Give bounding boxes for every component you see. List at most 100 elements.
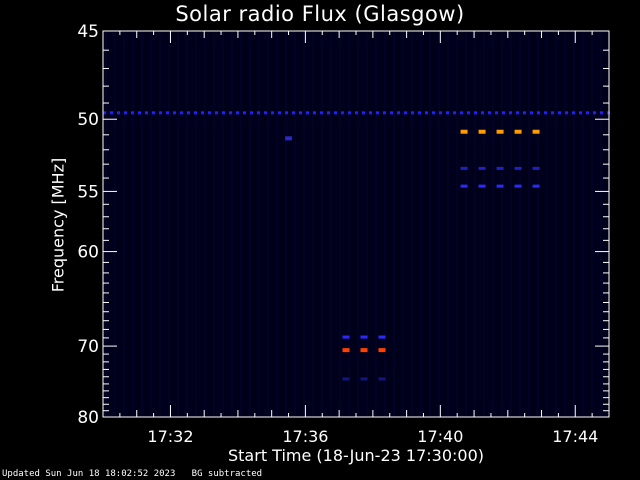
emission-dash (378, 335, 386, 339)
emission-segment (460, 129, 540, 134)
emission-dash (514, 184, 522, 188)
noise-stripe (258, 31, 260, 417)
noise-stripe (114, 31, 116, 417)
noise-stripe (276, 31, 278, 417)
emission-segment (342, 335, 386, 339)
emission-dash (579, 111, 582, 115)
emission-dash (342, 377, 350, 381)
emission-dash (488, 111, 491, 115)
emission-dash (460, 111, 463, 115)
noise-stripe (249, 31, 251, 417)
emission-dash (222, 111, 225, 115)
emission-dash (131, 111, 134, 115)
emission-dash (478, 129, 486, 134)
noise-stripe (195, 31, 197, 417)
noise-stripe (159, 31, 161, 417)
noise-stripe (141, 31, 143, 417)
emission-dash (250, 111, 253, 115)
emission-dash (173, 111, 176, 115)
emission-dash (103, 111, 106, 115)
emission-dash (397, 111, 400, 115)
emission-dash (360, 377, 368, 381)
noise-stripe (519, 31, 521, 417)
noise-stripe (357, 31, 359, 417)
emission-dash (593, 111, 596, 115)
x-tick-label: 17:44 (552, 427, 598, 446)
emission-dash (446, 111, 449, 115)
emission-dash (334, 111, 337, 115)
y-tick-label: 50 (77, 110, 99, 130)
emission-dash (411, 111, 414, 115)
emission-dash (495, 111, 498, 115)
emission-dash (355, 111, 358, 115)
emission-dash (496, 184, 504, 188)
x-axis: 17:32 17:36 17:40 17:44 (119, 31, 598, 446)
noise-stripe (474, 31, 476, 417)
noise-stripe (168, 31, 170, 417)
emission-dash (342, 335, 350, 339)
noise-stripe (537, 31, 539, 417)
emission-dash (496, 129, 504, 134)
noise-stripe (204, 31, 206, 417)
noise-stripe (312, 31, 314, 417)
emission-dash (532, 166, 540, 170)
emission-segment (460, 166, 540, 170)
noise-stripe (456, 31, 458, 417)
emission-dash (201, 111, 204, 115)
noise-stripe (150, 31, 152, 417)
noise-stripe (321, 31, 323, 417)
emission-dash (271, 111, 274, 115)
emission-layer (103, 111, 610, 381)
noise-stripe (267, 31, 269, 417)
emission-dash (110, 111, 113, 115)
noise-stripe (555, 31, 557, 417)
noise-stripe (186, 31, 188, 417)
emission-dash (404, 111, 407, 115)
emission-dash (502, 111, 505, 115)
emission-dash (194, 111, 197, 115)
y-tick-label: 80 (77, 408, 99, 428)
y-tick-label: 55 (77, 182, 99, 202)
emission-dash (257, 111, 260, 115)
noise-stripe (240, 31, 242, 417)
y-tick-label: 60 (77, 243, 99, 263)
emission-dash (299, 111, 302, 115)
emission-dash (360, 348, 368, 353)
emission-dash (348, 111, 351, 115)
x-tick-label: 17:36 (282, 427, 328, 446)
emission-dash (306, 111, 309, 115)
emission-dash (481, 111, 484, 115)
noise-stripe (348, 31, 350, 417)
emission-dash (460, 184, 468, 188)
emission-dash (432, 111, 435, 115)
chart-title: Solar radio Flux (Glasgow) (175, 2, 465, 26)
noise-stripe (564, 31, 566, 417)
emission-dash (565, 111, 568, 115)
emission-dash (378, 377, 386, 381)
noise-stripe (285, 31, 287, 417)
noise-stripe (231, 31, 233, 417)
x-tick-label: 17:40 (417, 427, 463, 446)
noise-stripe (528, 31, 530, 417)
emission-dash (166, 111, 169, 115)
noise-stripe (546, 31, 548, 417)
emission-dash (362, 111, 365, 115)
noise-stripe (591, 31, 593, 417)
emission-dash (516, 111, 519, 115)
x-axis-label: Start Time (18-Jun-23 17:30:00) (228, 446, 484, 465)
emission-dash (215, 111, 218, 115)
emission-dash (378, 348, 386, 353)
noise-stripe (303, 31, 305, 417)
noise-stripe (330, 31, 332, 417)
emission-dash (292, 111, 295, 115)
emission-dash (530, 111, 533, 115)
noise-stripe (492, 31, 494, 417)
noise-stripe (411, 31, 413, 417)
noise-stripe (447, 31, 449, 417)
emission-dash (229, 111, 232, 115)
noise-stripe (483, 31, 485, 417)
emission-dash (390, 111, 393, 115)
noise-stripe (213, 31, 215, 417)
emission-dash (278, 111, 281, 115)
